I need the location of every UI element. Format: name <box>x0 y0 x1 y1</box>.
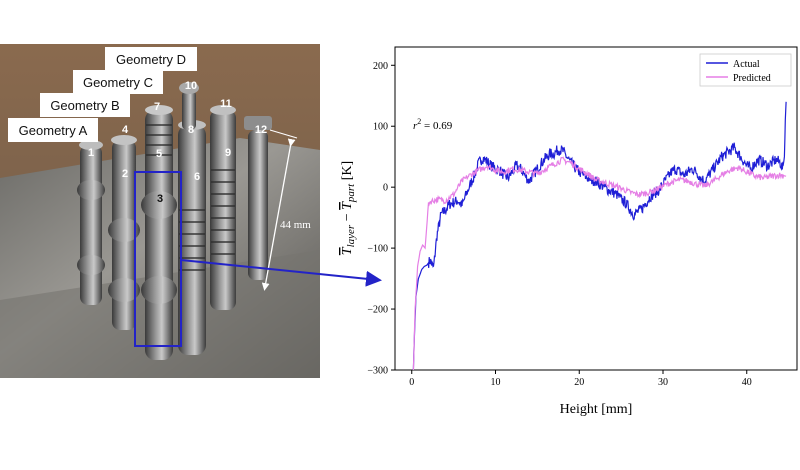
x-ticks: 0 10 20 30 40 <box>409 370 752 388</box>
specimen-number-11: 11 <box>220 98 232 110</box>
plot-frame <box>394 46 798 371</box>
rod-12-cap <box>244 116 272 130</box>
specimen-number-2: 2 <box>122 168 128 180</box>
specimen-number-5: 5 <box>156 148 162 160</box>
y-tick-label: 100 <box>373 122 388 133</box>
geometry-c-label: Geometry C <box>83 75 153 90</box>
legend-label-predicted: Predicted <box>733 73 771 84</box>
specimen-number-1: 1 <box>88 147 94 159</box>
rod-1-top <box>79 140 103 150</box>
y-axis-label: Tlayer − Tpart [K] <box>340 161 357 255</box>
specimen-number-12: 12 <box>255 124 267 136</box>
rod-12 <box>248 130 268 280</box>
geometry-d-box <box>105 47 197 71</box>
rod-2-top <box>111 135 137 145</box>
x-tick-label: 30 <box>658 377 668 388</box>
specimen-number-7: 7 <box>154 101 160 113</box>
series-predicted-line <box>412 156 787 370</box>
rod-1-bulge <box>77 180 105 200</box>
rod-3-bulge <box>141 191 177 219</box>
rod-10-cap <box>179 82 199 94</box>
chart: −300 −200 −100 0 100 200 0 10 20 30 40 Actual Pre… <box>340 46 798 417</box>
rod-9 <box>210 110 236 310</box>
geometry-d-label: Geometry D <box>116 52 186 67</box>
rod-6 <box>178 125 206 355</box>
rod-1-bulge-low <box>77 255 105 275</box>
specimen-number-3: 3 <box>157 193 163 205</box>
height-dimension-label: 44 mm <box>280 219 311 231</box>
rod-1 <box>80 145 102 305</box>
geometry-b-label: Geometry B <box>50 98 119 113</box>
x-tick-label: 10 <box>491 377 501 388</box>
highlight-box <box>134 171 182 347</box>
x-tick-label: 20 <box>574 377 584 388</box>
y-tick-label: −300 <box>367 366 388 377</box>
r-squared-annotation: r2 = 0.69 <box>413 117 453 132</box>
specimen-photo: Geometry A Geometry B Geometry C Geometr… <box>0 44 382 378</box>
legend-box <box>699 53 792 87</box>
geometry-c-box <box>73 70 163 94</box>
specimen-number-4: 4 <box>122 124 129 136</box>
specimen-number-8: 8 <box>188 124 194 136</box>
height-dimension-line <box>261 138 296 291</box>
x-tick-label: 0 <box>409 377 414 388</box>
x-tick-label: 40 <box>742 377 752 388</box>
callout-arrow <box>180 259 382 287</box>
geometry-a-box <box>8 118 98 142</box>
specimen-number-10: 10 <box>185 80 197 92</box>
y-tick-label: −100 <box>367 244 388 255</box>
y-tick-label: 0 <box>383 183 388 194</box>
dimension-extension-top <box>269 129 298 139</box>
rod-10 <box>182 90 196 130</box>
y-tick-label: −200 <box>367 305 388 316</box>
rod-3-bulge-low <box>141 276 177 304</box>
rod-3-top <box>145 105 173 115</box>
rod-2-bulge <box>108 218 140 242</box>
y-tick-label: 200 <box>373 61 388 72</box>
legend-label-actual: Actual <box>733 59 760 70</box>
rod-ribbing <box>146 124 235 271</box>
rod-2-bulge-low <box>108 278 140 302</box>
geometry-a-label: Geometry A <box>19 123 88 138</box>
x-axis-label: Height [mm] <box>560 402 633 417</box>
specimen-number-9: 9 <box>225 147 231 159</box>
legend: Actual Predicted <box>699 53 792 87</box>
geometry-b-box <box>40 93 130 117</box>
rod-9-top <box>210 105 236 115</box>
specimen-number-6: 6 <box>194 171 200 183</box>
y-ticks: −300 −200 −100 0 100 200 <box>367 61 395 377</box>
